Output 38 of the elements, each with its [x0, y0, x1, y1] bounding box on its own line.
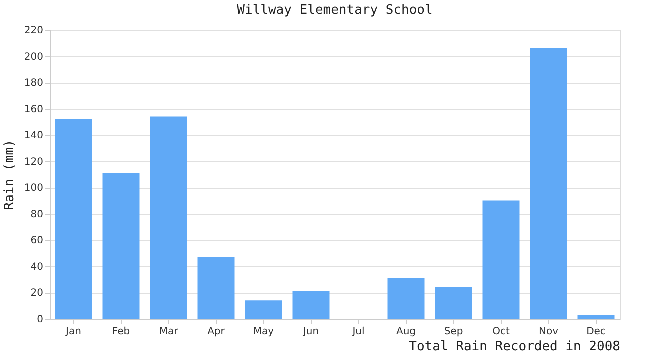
- y-tick-label: 180: [24, 78, 44, 90]
- bar: [530, 48, 568, 319]
- x-tick-label: Mar: [159, 326, 180, 338]
- y-tick-label: 80: [30, 209, 44, 220]
- y-tick-label: 20: [30, 288, 44, 300]
- bar: [292, 291, 330, 319]
- y-tick-label: 0: [37, 314, 44, 326]
- y-tick-label: 200: [24, 52, 44, 63]
- bar: [435, 287, 472, 319]
- x-tick-label: Sep: [444, 326, 464, 338]
- x-tick-label: Jun: [302, 326, 320, 338]
- x-tick-label: Jul: [352, 326, 365, 338]
- x-tick-label: Oct: [492, 326, 510, 338]
- y-tick-label: 40: [30, 262, 44, 273]
- bar: [102, 173, 140, 319]
- y-tick-label: 160: [24, 104, 44, 116]
- bar: [578, 315, 615, 319]
- x-tick-label: Aug: [396, 326, 416, 338]
- x-tick-label: May: [253, 326, 274, 338]
- x-tick-label: Dec: [586, 326, 606, 338]
- bar: [245, 300, 282, 319]
- chart-title: Willway Elementary School: [237, 3, 433, 18]
- y-tick-label: 140: [24, 130, 44, 142]
- bar: [388, 278, 425, 319]
- y-tick-label: 60: [30, 236, 44, 247]
- x-tick-label: Feb: [112, 326, 130, 338]
- bar: [482, 200, 520, 319]
- bar: [198, 257, 235, 319]
- x-tick-label: Apr: [208, 326, 226, 338]
- y-tick-label: 120: [24, 156, 44, 168]
- x-axis-title: Total Rain Recorded in 2008: [409, 340, 620, 354]
- y-axis-title: Rain (mm): [2, 140, 18, 210]
- bar: [55, 119, 92, 319]
- x-tick-label: Nov: [538, 326, 559, 338]
- x-tick-label: Jan: [65, 326, 82, 338]
- bar: [150, 116, 188, 319]
- y-tick-label: 220: [24, 26, 44, 36]
- y-tick-label: 100: [24, 183, 44, 194]
